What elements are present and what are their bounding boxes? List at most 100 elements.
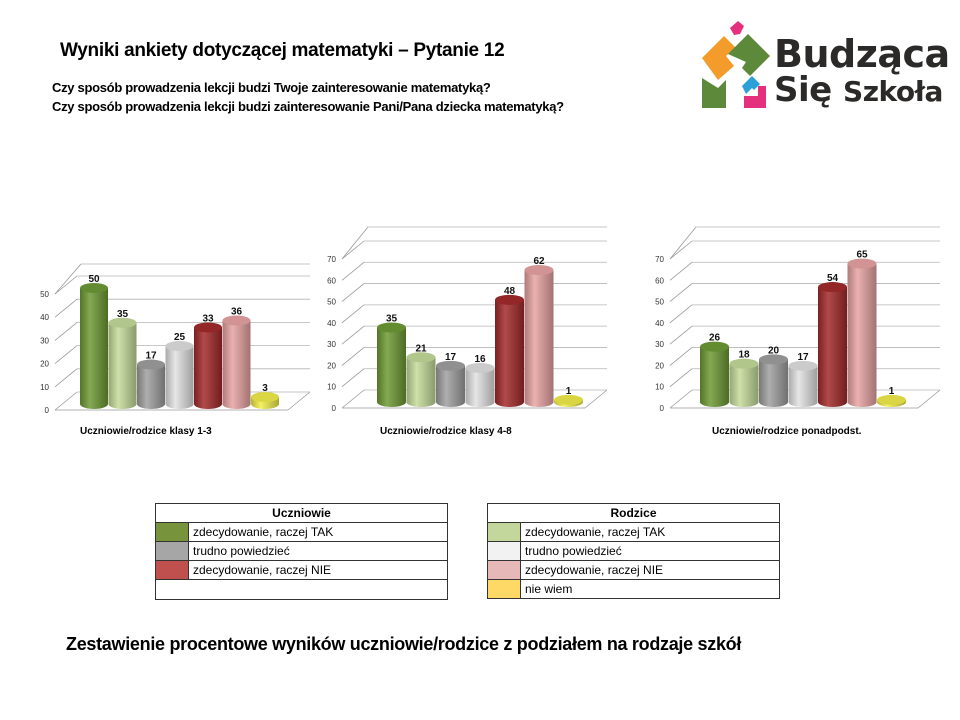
data-label: 48 bbox=[504, 286, 516, 297]
chart-svg: 0 10 20 30 40 50 60 70 26 18 20 17 54 65 1 bbox=[655, 226, 941, 413]
y-tick-label: 30 bbox=[40, 336, 49, 345]
y-tick-label: 70 bbox=[655, 255, 664, 264]
data-label: 17 bbox=[145, 351, 157, 362]
y-tick-label: 20 bbox=[40, 360, 49, 369]
legend-swatch bbox=[487, 560, 521, 580]
bar bbox=[818, 282, 847, 407]
y-tick-label: 50 bbox=[40, 290, 49, 299]
y-tick-label: 40 bbox=[655, 319, 664, 328]
legend-row: zdecydowanie, raczej TAK bbox=[155, 522, 448, 542]
bar bbox=[137, 359, 165, 409]
legend-row: trudno powiedzieć bbox=[155, 541, 448, 561]
logo-puzzle-icon bbox=[702, 21, 770, 108]
data-label: 35 bbox=[386, 314, 398, 325]
legend-row: nie wiem bbox=[487, 579, 780, 599]
legend-label: trudno powiedzieć bbox=[188, 541, 448, 561]
footer-caption: Zestawienie procentowe wyników uczniowie… bbox=[66, 634, 742, 654]
legend-row: trudno powiedzieć bbox=[487, 541, 780, 561]
y-tick-label: 40 bbox=[327, 319, 336, 328]
logo-text-line1: Budząca bbox=[774, 32, 950, 76]
y-tick-label: 30 bbox=[327, 340, 336, 349]
data-label: 21 bbox=[415, 343, 427, 354]
gridline bbox=[669, 347, 940, 366]
legend-swatch bbox=[155, 522, 189, 542]
bar bbox=[465, 362, 495, 407]
bar bbox=[251, 392, 279, 409]
y-tick-label: 10 bbox=[655, 383, 664, 392]
data-label: 20 bbox=[768, 345, 780, 356]
floor-diagonal bbox=[287, 391, 311, 411]
bar bbox=[436, 360, 465, 407]
bar bbox=[788, 360, 818, 407]
gridline bbox=[669, 325, 940, 345]
gridline bbox=[341, 304, 607, 324]
data-label: 17 bbox=[797, 352, 809, 363]
y-tick-label: 60 bbox=[327, 276, 336, 285]
y-tick-label: 50 bbox=[655, 298, 664, 307]
gridline bbox=[669, 240, 940, 260]
legend-swatch bbox=[487, 541, 521, 561]
y-tick-label: 0 bbox=[332, 404, 337, 413]
question-parents: Czy sposób prowadzenia lekcji budzi zain… bbox=[52, 99, 564, 114]
bar bbox=[108, 317, 137, 409]
chart-svg: 0 10 20 30 40 50 50 35 17 25 33 36 3 bbox=[40, 263, 311, 415]
data-label: 50 bbox=[88, 274, 100, 285]
legend-label: zdecydowanie, raczej NIE bbox=[520, 560, 780, 580]
gridline bbox=[341, 261, 607, 281]
gridline bbox=[669, 283, 940, 302]
chart-svg: 0 10 20 30 40 50 60 70 35 21 17 16 48 62 1 bbox=[327, 226, 608, 413]
gridline bbox=[669, 261, 940, 281]
y-tick-label: 50 bbox=[327, 298, 336, 307]
bar bbox=[495, 294, 524, 407]
data-label: 65 bbox=[856, 250, 868, 261]
legend-students: Uczniowie zdecydowanie, raczej TAK trudn… bbox=[155, 503, 448, 600]
y-tick-label: 10 bbox=[40, 383, 49, 392]
y-tick-label: 0 bbox=[660, 404, 665, 413]
bar bbox=[194, 322, 222, 409]
gridline-top-diagonal bbox=[341, 226, 369, 260]
bar bbox=[877, 394, 906, 407]
chart-title: Uczniowie/rodzice klasy 4-8 bbox=[380, 426, 512, 437]
bar bbox=[80, 283, 108, 409]
bar bbox=[377, 322, 406, 407]
data-label: 62 bbox=[533, 256, 545, 267]
legend-header: Rodzice bbox=[487, 503, 780, 523]
bar bbox=[759, 354, 788, 407]
legend-swatch bbox=[487, 522, 521, 542]
y-tick-label: 10 bbox=[327, 383, 336, 392]
gridline bbox=[341, 283, 607, 302]
y-tick-label: 20 bbox=[327, 361, 336, 370]
data-label: 26 bbox=[709, 333, 721, 344]
legend-row: zdecydowanie, raczej NIE bbox=[487, 560, 780, 580]
bar bbox=[222, 315, 251, 409]
page-title: Wyniki ankiety dotyczącej matematyki – P… bbox=[60, 40, 505, 61]
floor-diagonal bbox=[584, 389, 608, 409]
gridline bbox=[341, 240, 607, 260]
chart-title: Uczniowie/rodzice klasy 1-3 bbox=[80, 426, 212, 437]
y-tick-label: 40 bbox=[40, 313, 49, 322]
y-tick-label: 70 bbox=[327, 255, 336, 264]
gridline bbox=[54, 275, 310, 295]
bar bbox=[847, 258, 877, 407]
bar bbox=[729, 358, 759, 407]
legend-swatch bbox=[487, 579, 521, 599]
y-tick-label: 60 bbox=[655, 276, 664, 285]
logo-text-sie: Się bbox=[774, 70, 832, 110]
chart-ponadpodst: 0 10 20 30 40 50 60 70 26 18 20 17 54 65 1 Uczniowie/r… bbox=[640, 226, 950, 450]
legend-row-empty bbox=[155, 579, 448, 600]
chart-klasy-4-8: 0 10 20 30 40 50 60 70 35 21 17 16 48 62 1 Uczniowie/r… bbox=[312, 226, 612, 450]
data-label: 33 bbox=[202, 313, 214, 324]
legend-label: zdecydowanie, raczej TAK bbox=[188, 522, 448, 542]
logo-text-line2: Się Szkoła bbox=[774, 70, 943, 110]
budzaca-sie-szkola-logo: Budząca Się Szkoła bbox=[696, 18, 950, 113]
floor-diagonal bbox=[917, 389, 941, 409]
bar bbox=[524, 265, 554, 407]
data-label: 1 bbox=[566, 386, 572, 397]
data-label: 17 bbox=[445, 352, 457, 363]
y-tick-label: 0 bbox=[45, 406, 50, 415]
chart-klasy-1-3: 0 10 20 30 40 50 50 35 17 25 33 36 3 Uczniowie/rodzi… bbox=[25, 260, 315, 450]
data-label: 3 bbox=[262, 383, 268, 394]
legend-header: Uczniowie bbox=[155, 503, 448, 523]
legend-row: zdecydowanie, raczej NIE bbox=[155, 560, 448, 580]
legend-swatch bbox=[155, 560, 189, 580]
